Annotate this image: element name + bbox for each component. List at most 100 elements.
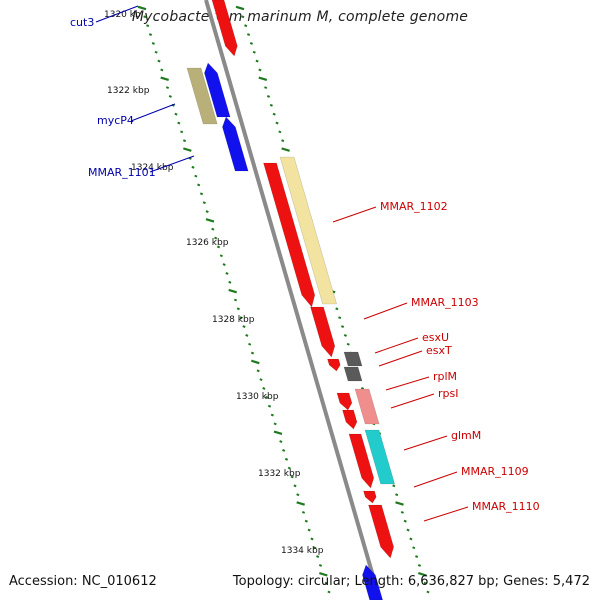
gene-label[interactable]: mycP4 [97, 114, 134, 127]
ruler-tick [242, 325, 246, 328]
ruler-tick [148, 33, 153, 36]
ruler-tick-label: 1322 kbp [107, 86, 150, 96]
ruler-tick [279, 440, 283, 443]
ruler-tick [143, 15, 147, 19]
ruler-tick [174, 112, 178, 116]
cds-forward-arrow[interactable] [363, 490, 377, 504]
ruler-tick [137, 5, 147, 11]
ruler-tick [246, 33, 251, 36]
ruler-tick [281, 139, 285, 143]
gene-label[interactable]: glmM [451, 429, 481, 442]
cds-forward-arrow[interactable] [348, 433, 375, 489]
cog-bar-pink[interactable] [354, 388, 380, 425]
ruler-tick [324, 581, 328, 585]
ruler-tick [146, 24, 150, 28]
ruler-tick [273, 422, 277, 426]
genome-summary-text: Topology: circular; Length: 6,636,827 bp… [232, 574, 590, 589]
cds-forward-arrow[interactable] [327, 358, 341, 372]
ruler-tick [249, 41, 253, 45]
gene-label[interactable]: cut3 [70, 16, 94, 29]
ruler-tick [273, 430, 283, 435]
cds-reverse-arrow[interactable] [362, 564, 383, 600]
ruler-tick [228, 288, 237, 294]
ruler-tick [406, 528, 410, 532]
ruler-tick [216, 245, 221, 249]
cds-forward-arrow[interactable] [263, 162, 316, 308]
ruler-tick [202, 201, 206, 205]
callout-line [390, 393, 435, 409]
ruler-tick-label: 1328 kbp [212, 315, 255, 325]
gene-label[interactable]: esxT [426, 344, 452, 357]
callout-line [130, 103, 176, 122]
ruler-tick [236, 307, 240, 311]
ruler-tick [340, 325, 345, 328]
gene-label[interactable]: rplM [433, 370, 457, 383]
ruler-tick [278, 130, 282, 134]
ruler-tick [157, 59, 161, 63]
gene-label[interactable]: MMAR_1102 [380, 200, 448, 213]
ruler-tick [180, 130, 184, 134]
cog-bar-cyan[interactable] [364, 429, 396, 485]
ruler-tick [301, 510, 306, 514]
ruler-tick [284, 457, 289, 461]
ruler-tick [395, 493, 399, 497]
ruler-tick [160, 68, 164, 72]
cds-forward-arrow[interactable] [336, 392, 353, 411]
ruler-tick-label: 1332 kbp [258, 469, 301, 479]
callout-line [363, 302, 408, 320]
ruler-tick [395, 501, 404, 506]
ruler-tick [307, 528, 311, 532]
ruler-tick [244, 24, 248, 28]
gene-label[interactable]: MMAR_1103 [411, 296, 479, 309]
callout-line [374, 337, 419, 354]
cds-reverse-arrow[interactable] [204, 62, 231, 118]
gene-label[interactable]: MMAR_1101 [88, 166, 156, 179]
cog-bar-darkgray[interactable] [343, 366, 363, 382]
cds-forward-arrow[interactable] [211, 0, 238, 57]
ruler-tick [270, 413, 274, 417]
ruler-tick [281, 147, 290, 152]
cog-bar-lightyellow[interactable] [279, 156, 338, 305]
ruler-tick [245, 333, 249, 337]
ruler-tick [182, 139, 187, 143]
ruler-tick [191, 165, 195, 169]
ruler-tick [346, 342, 350, 346]
ruler-tick [262, 387, 266, 390]
ruler-tick [296, 501, 305, 506]
ruler-tick [239, 316, 243, 320]
ruler-tick [287, 466, 291, 470]
ruler-tick [282, 449, 286, 452]
gene-label[interactable]: rpsI [438, 387, 458, 400]
ruler-tick [258, 76, 268, 82]
ruler-tick [266, 95, 271, 98]
ruler-tick [290, 475, 294, 479]
gene-label[interactable]: MMAR_1110 [472, 500, 540, 513]
ruler-tick [225, 272, 229, 275]
ruler-tick [423, 581, 427, 585]
ruler-tick [293, 484, 297, 488]
cds-forward-arrow[interactable] [310, 306, 336, 358]
callout-line [332, 206, 377, 223]
ruler-tick [199, 192, 204, 196]
ruler-tick [252, 50, 256, 54]
ruler-tick [304, 519, 308, 523]
cds-forward-arrow[interactable] [368, 504, 394, 559]
ruler-tick [219, 254, 223, 258]
cds-reverse-arrow[interactable] [222, 116, 249, 172]
cog-bar-darkgray[interactable] [343, 351, 363, 367]
callout-line [423, 506, 469, 522]
ruler-tick [256, 369, 260, 373]
ruler-tick [400, 510, 404, 514]
cds-forward-arrow[interactable] [342, 409, 358, 430]
ruler-tick [205, 218, 215, 223]
genome-backbone [204, 0, 382, 600]
ruler-tick [415, 555, 419, 559]
callout-line [403, 435, 448, 451]
ruler-tick [310, 537, 314, 541]
ruler-tick [183, 147, 192, 152]
cog-bar-khaki[interactable] [186, 67, 218, 125]
ruler-tick [258, 68, 262, 72]
gene-label[interactable]: esxU [422, 331, 449, 344]
gene-label[interactable]: MMAR_1109 [461, 465, 529, 478]
